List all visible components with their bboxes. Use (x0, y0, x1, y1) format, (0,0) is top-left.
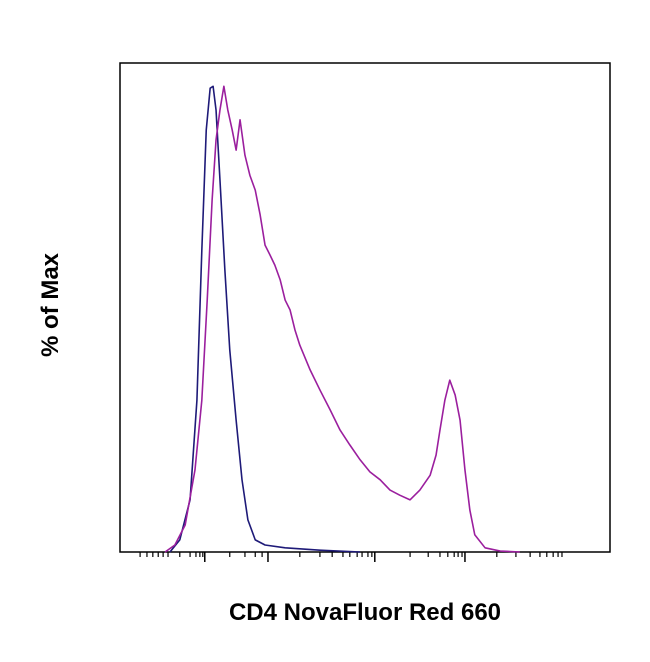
y-axis-title: % of Max (37, 252, 64, 357)
histogram-line (164, 85, 520, 553)
x-axis-title: CD4 NovaFluor Red 660 (229, 599, 501, 626)
histogram-line (169, 85, 361, 553)
plot-frame (119, 62, 611, 553)
